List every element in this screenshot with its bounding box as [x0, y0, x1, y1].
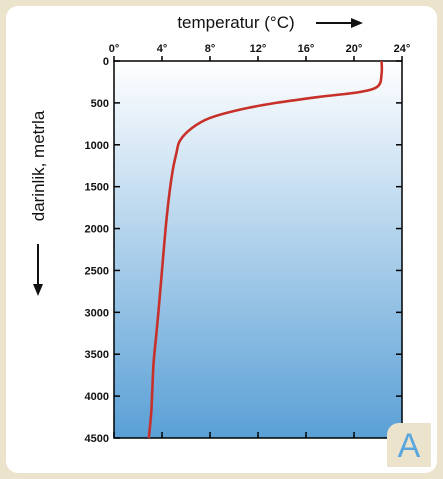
y-axis-title: darinlik, metrla — [29, 110, 48, 221]
x-tick: 0° — [109, 43, 120, 438]
panel-label: A — [387, 423, 431, 467]
y-tick: 3000 — [85, 307, 402, 319]
x-tick-label: 12° — [250, 43, 267, 55]
y-tick-label: 4500 — [85, 433, 109, 445]
y-tick: 3500 — [85, 349, 402, 361]
x-axis-title: temperatur (°C) — [177, 13, 294, 32]
x-tick-label: 8° — [205, 43, 216, 55]
y-tick-label: 0 — [103, 56, 109, 68]
x-tick: 4° — [157, 43, 168, 438]
x-axis-arrow — [316, 18, 363, 28]
y-tick-label: 1000 — [85, 140, 109, 152]
depth-temperature-chart: temperatur (°C) darinlik, metrla 0° 4° 8° 1… — [29, 13, 411, 445]
y-tick: 500 — [91, 98, 402, 110]
y-tick: 2500 — [85, 265, 402, 277]
y-axis-arrow — [33, 244, 43, 296]
y-tick-label: 500 — [91, 98, 109, 110]
plot-area — [113, 60, 403, 439]
x-tick: 8° — [205, 43, 216, 438]
x-tick: 16° — [298, 43, 315, 438]
y-tick: 2000 — [85, 224, 402, 236]
y-tick: 1500 — [85, 182, 402, 194]
x-tick: 12° — [250, 43, 267, 438]
x-tick: 20° — [346, 43, 363, 438]
x-tick-label: 16° — [298, 43, 315, 55]
chart-frame: temperatur (°C) darinlik, metrla 0° 4° 8° 1… — [6, 6, 437, 473]
y-tick: 4000 — [85, 391, 402, 403]
y-tick-label: 3000 — [85, 307, 109, 319]
x-tick-label: 20° — [346, 43, 363, 55]
y-tick-label: 4000 — [85, 391, 109, 403]
x-tick-label: 0° — [109, 43, 120, 55]
y-tick: 1000 — [85, 140, 402, 152]
y-tick-label: 3500 — [85, 349, 109, 361]
temperature-profile-line — [147, 60, 384, 439]
y-tick-label: 1500 — [85, 182, 109, 194]
y-tick: 0 — [103, 56, 402, 68]
x-tick-label: 4° — [157, 43, 168, 55]
y-tick-label: 2500 — [85, 265, 109, 277]
y-tick-label: 2000 — [85, 224, 109, 236]
x-tick-label: 24° — [394, 43, 411, 55]
